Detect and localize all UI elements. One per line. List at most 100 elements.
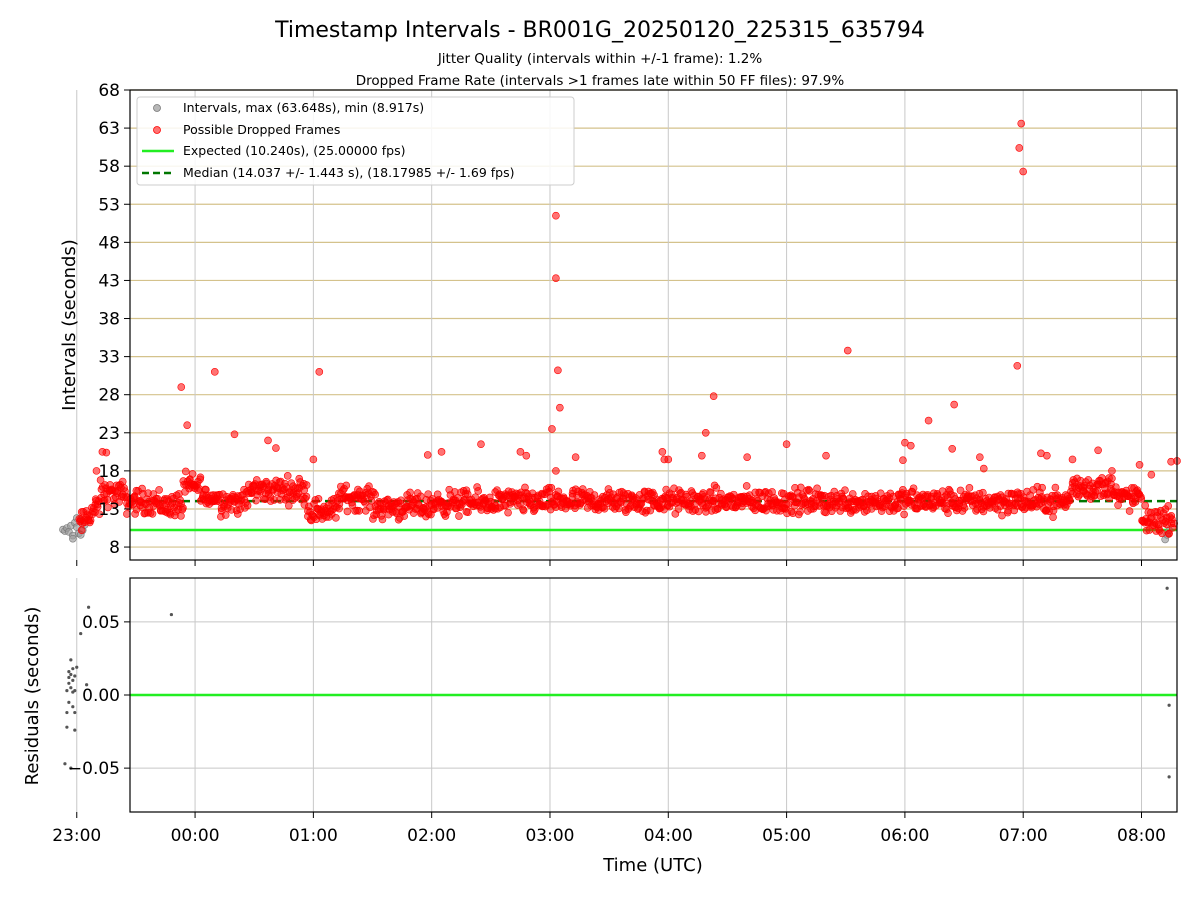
dropped-frame-point (805, 487, 814, 495)
dropped-frame-point (1049, 513, 1057, 521)
dropped-frame-point (841, 486, 849, 495)
dropped-frame-point (1017, 119, 1026, 128)
residual-point (169, 612, 174, 617)
residual-point (73, 728, 77, 732)
dropped-frame-point (1066, 496, 1074, 505)
y-tick-label: 18 (98, 462, 120, 482)
legend-dropped-marker (153, 126, 161, 134)
dropped-frame-point (1108, 474, 1116, 483)
dropped-frame-point (1015, 144, 1024, 152)
dropped-frame-point (709, 392, 718, 401)
residual-point (69, 766, 73, 770)
y-tick-label: 8 (109, 538, 120, 558)
dropped-frame-point (698, 451, 706, 460)
dropped-frame-point (1165, 529, 1173, 538)
dropped-frame-point (960, 504, 969, 512)
dropped-frame-point (424, 490, 432, 498)
residual-point (73, 710, 77, 715)
dropped-frame-point (400, 512, 409, 520)
intervals-y-axis-label: Intervals (seconds) (59, 239, 80, 411)
dropped-frame-point (1108, 467, 1116, 475)
dropped-frame-point (924, 416, 933, 425)
residual-point (71, 705, 75, 709)
dropped-frame-point (646, 506, 655, 515)
dropped-frame-point (701, 428, 710, 437)
dropped-frame-point (944, 509, 952, 518)
x-tick-label: 00:00 (171, 826, 220, 846)
residual-point (69, 686, 73, 690)
dropped-frame-point (658, 448, 667, 456)
dropped-frame-point (552, 274, 560, 282)
residual-point (65, 710, 69, 715)
dropped-frame-point (455, 512, 463, 520)
dropped-frame-point (177, 512, 185, 520)
y-tick-label: 53 (98, 195, 120, 215)
dropped-frame-point (1038, 483, 1046, 492)
dropped-frame-point (342, 481, 351, 490)
dropped-frame-point (979, 464, 988, 473)
residual-point (75, 665, 79, 669)
x-tick-label: 23:00 (52, 826, 101, 846)
dropped-frame-point (221, 511, 230, 519)
residual-point (67, 681, 71, 685)
dropped-frame-point (782, 440, 791, 449)
dropped-frame-point (552, 211, 560, 220)
residual-point (1167, 703, 1171, 707)
residual-point (63, 762, 67, 766)
dropped-frame-point (552, 467, 560, 475)
residual-y-tick-label: −0.05 (68, 759, 120, 779)
dropped-frame-point (264, 436, 272, 445)
residuals-y-axis-label: Residuals (seconds) (22, 607, 43, 786)
dropped-frame-point (1131, 498, 1140, 506)
dropped-frame-point (210, 368, 219, 376)
dropped-frame-point (674, 505, 683, 513)
intervals-x-ticks (76, 560, 1143, 566)
dropped-frame-point (309, 455, 318, 464)
dropped-frame-point (102, 448, 111, 457)
residual-point (69, 658, 73, 662)
dropped-frame-point (706, 488, 715, 497)
residual-point (71, 667, 75, 671)
dropped-frame-point (181, 467, 190, 476)
dropped-frame-point (516, 448, 525, 456)
dropped-frame-point (600, 504, 609, 513)
dropped-frame-point (416, 492, 425, 501)
dropped-frame-point (302, 492, 311, 501)
dropped-frame-point (314, 495, 323, 503)
residual-point (71, 678, 75, 682)
y-tick-label: 13 (98, 500, 120, 520)
residual-point (1165, 586, 1169, 590)
dropped-frame-point (332, 514, 340, 522)
dropped-frame-point (423, 451, 432, 459)
legend-dropped-label: Possible Dropped Frames (183, 122, 340, 137)
residuals-plot: −0.05 0.00 0.05 23:00 00:00 01:00 02:00 03:00 0… (22, 577, 1178, 876)
dropped-frame-point (571, 453, 580, 461)
interval-point (69, 534, 77, 543)
dropped-frame-point (315, 368, 324, 376)
dropped-frame-point (343, 507, 352, 516)
dropped-frame-point (367, 496, 376, 505)
dropped-frame-point (437, 448, 446, 456)
dropped-frame-point (796, 507, 804, 516)
dropped-frame-point (183, 421, 191, 429)
residual-point (79, 631, 83, 636)
dropped-frame-point (77, 526, 86, 535)
dropped-frame-point (474, 487, 482, 495)
dropped-frame-point (965, 484, 974, 492)
residuals-x-ticks: 23:00 00:00 01:00 02:00 03:00 04:00 05:00 06:00… (52, 812, 1166, 846)
dropped-frame-point (1094, 446, 1102, 455)
dropped-frame-point (92, 467, 101, 475)
legend-expected-label: Expected (10.240s), (25.00000 fps) (183, 143, 405, 158)
dropped-frame-point (118, 477, 127, 486)
x-tick-label: 03:00 (525, 826, 574, 846)
dropped-frame-point (956, 486, 965, 495)
dropped-frame-point (1068, 455, 1077, 464)
dropped-frame-point (464, 508, 472, 517)
dropped-frame-point (976, 453, 984, 461)
dropped-frame-point (243, 501, 252, 510)
dropped-frame-point (554, 366, 562, 375)
residual-point (86, 605, 91, 609)
intervals-plot: 8 13 18 23 28 33 38 43 48 53 58 63 68 Intervals (sec… (59, 81, 1181, 566)
dropped-frame-point (664, 455, 673, 464)
